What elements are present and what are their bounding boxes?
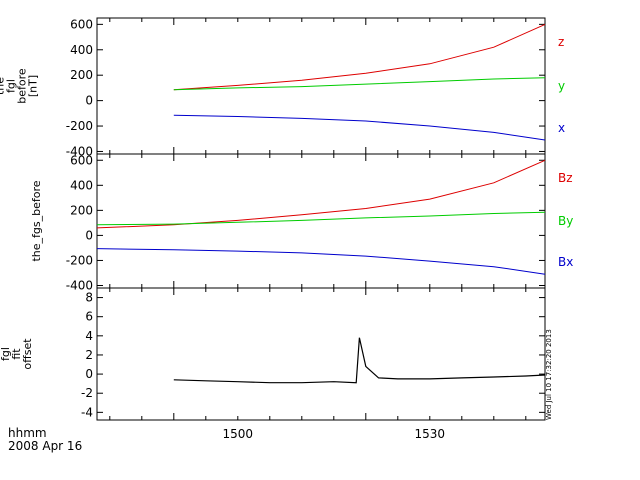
ylabel-line: fgl [0,347,12,361]
panel-3-plot [173,337,546,384]
ytick-label: 600 [70,153,93,167]
series-line [173,337,546,384]
date-label: 2008 Apr 16 [8,439,82,453]
series-line [96,248,546,275]
panel-2-legend: Bz By Bx [558,171,573,269]
ytick-label: 4 [85,329,93,343]
panel-1-xticks [109,18,527,154]
legend-entry: By [558,214,573,228]
x-unit-label: hhmm [8,426,47,440]
ytick-label: 400 [70,178,93,192]
ylabel-line: [nT] [27,75,40,97]
ytick-label: 200 [70,68,93,82]
xtick-label: 1500 [223,427,254,441]
ylabel-line: fgl [5,79,18,93]
legend-entry: x [558,121,565,135]
panel-2-frame [96,153,546,289]
series-line [173,23,546,91]
panel-1-yticks: 600 400 200 0 -200 -400 [66,17,545,158]
ytick-label: -4 [81,405,93,419]
panel-2-xticks [109,154,527,288]
ylabel-line: fit [10,348,23,360]
series-line [96,211,546,226]
panel-2-plot [96,159,546,275]
ytick-label: -200 [66,253,93,267]
panel-2: 600 400 200 0 -200 -400 the_fgs_before Bz By Bx [30,153,573,292]
ytick-label: -2 [81,386,93,400]
series-line [96,159,546,229]
panel-2-ylabel: the_fgs_before [30,180,43,261]
ytick-label: 400 [70,43,93,57]
ylabel-line: offset [21,338,34,370]
panel-1-legend: z y x [558,35,565,135]
series-line [173,114,546,141]
ytick-label: -400 [66,278,93,292]
panel-3-yticks: 8 6 4 2 0 -2 -4 [81,291,545,419]
panel-1-plot [173,23,546,141]
panel-2-yticks: 600 400 200 0 -200 -400 [66,153,545,292]
panel-3-xticks: 1500 1530 [109,288,527,441]
ytick-label: -200 [66,119,93,133]
legend-entry: y [558,79,565,93]
series-line [173,77,546,91]
ytick-label: 2 [85,348,93,362]
xtick-label: 1530 [415,427,446,441]
panel-3-frame [96,287,546,421]
ylabel-line: the [0,77,7,95]
legend-entry: Bx [558,255,573,269]
ytick-label: 0 [85,367,93,381]
ylabel-line: before [16,68,29,104]
ytick-label: 0 [85,228,93,242]
ytick-label: -400 [66,144,93,158]
ytick-label: 600 [70,17,93,31]
ytick-label: 0 [85,94,93,108]
ylabel-line: the_fgs_before [30,180,43,261]
ytick-label: 6 [85,310,93,324]
ytick-label: 8 [85,291,93,305]
legend-entry: z [558,35,564,49]
timestamp-label: Wed Jul 10 17:32:20 2013 [545,329,553,420]
ytick-label: 200 [70,203,93,217]
legend-entry: Bz [558,171,573,185]
